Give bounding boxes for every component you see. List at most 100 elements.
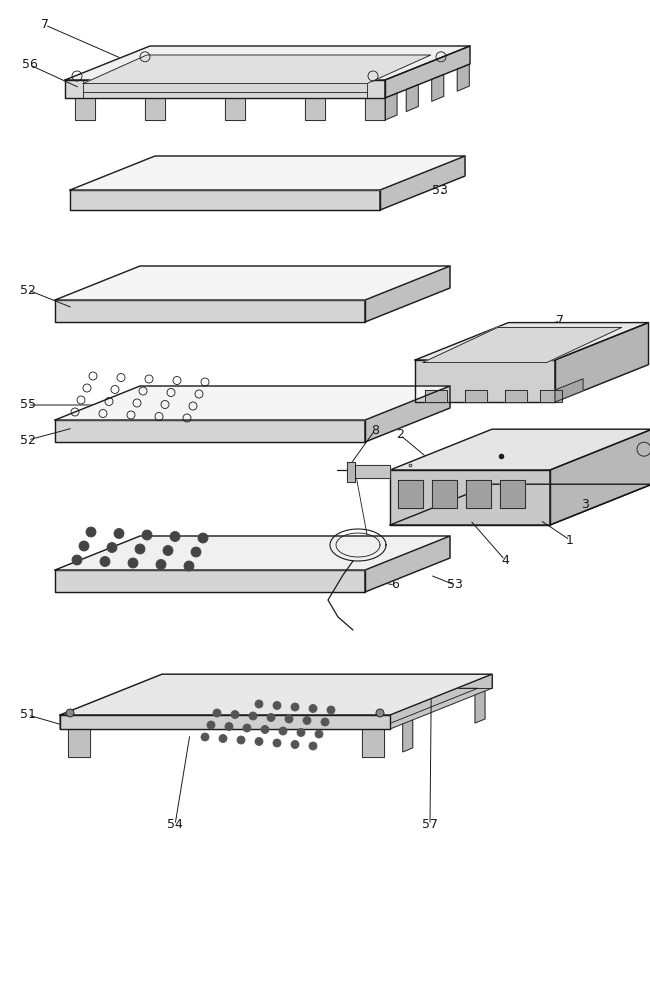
Circle shape bbox=[327, 706, 335, 714]
Circle shape bbox=[315, 730, 323, 738]
Circle shape bbox=[107, 542, 117, 552]
Polygon shape bbox=[75, 98, 95, 120]
Circle shape bbox=[128, 558, 138, 568]
Text: 2: 2 bbox=[396, 428, 404, 442]
Text: 52: 52 bbox=[20, 434, 36, 446]
Polygon shape bbox=[305, 98, 325, 120]
Circle shape bbox=[321, 718, 329, 726]
Polygon shape bbox=[70, 190, 380, 210]
Text: 1: 1 bbox=[566, 534, 574, 546]
Polygon shape bbox=[457, 64, 469, 91]
Polygon shape bbox=[415, 360, 555, 402]
Polygon shape bbox=[83, 55, 431, 84]
Text: 53: 53 bbox=[432, 184, 448, 196]
Circle shape bbox=[291, 703, 299, 711]
Text: 8: 8 bbox=[371, 424, 379, 436]
Polygon shape bbox=[466, 480, 491, 508]
Polygon shape bbox=[365, 386, 450, 442]
Text: 54: 54 bbox=[167, 818, 183, 832]
Circle shape bbox=[273, 702, 281, 710]
Circle shape bbox=[201, 733, 209, 741]
Polygon shape bbox=[555, 379, 583, 402]
Polygon shape bbox=[65, 46, 470, 80]
Circle shape bbox=[219, 734, 227, 742]
Polygon shape bbox=[60, 674, 492, 715]
Polygon shape bbox=[432, 74, 444, 101]
Polygon shape bbox=[380, 156, 465, 210]
Polygon shape bbox=[425, 390, 447, 402]
Circle shape bbox=[267, 714, 275, 722]
Circle shape bbox=[79, 541, 89, 551]
Polygon shape bbox=[55, 266, 450, 300]
Circle shape bbox=[86, 527, 96, 537]
Circle shape bbox=[255, 738, 263, 746]
Circle shape bbox=[225, 722, 233, 730]
Circle shape bbox=[198, 533, 208, 543]
Polygon shape bbox=[365, 266, 450, 322]
Polygon shape bbox=[55, 386, 450, 420]
Polygon shape bbox=[390, 484, 650, 525]
Polygon shape bbox=[432, 480, 457, 508]
Circle shape bbox=[273, 739, 281, 747]
Text: 52: 52 bbox=[20, 284, 36, 296]
Polygon shape bbox=[406, 85, 418, 111]
Polygon shape bbox=[465, 390, 487, 402]
Text: 7: 7 bbox=[41, 18, 49, 31]
Polygon shape bbox=[347, 462, 355, 482]
Circle shape bbox=[114, 528, 124, 538]
Circle shape bbox=[291, 740, 299, 748]
Polygon shape bbox=[385, 93, 397, 120]
Polygon shape bbox=[423, 327, 622, 362]
Text: 55: 55 bbox=[20, 398, 36, 412]
Circle shape bbox=[100, 556, 110, 566]
Circle shape bbox=[142, 530, 152, 540]
Polygon shape bbox=[390, 674, 492, 729]
Circle shape bbox=[261, 726, 269, 734]
Polygon shape bbox=[65, 80, 385, 98]
Polygon shape bbox=[540, 390, 562, 402]
Polygon shape bbox=[55, 570, 365, 592]
Polygon shape bbox=[550, 429, 650, 525]
Circle shape bbox=[184, 561, 194, 571]
Polygon shape bbox=[55, 300, 365, 322]
Circle shape bbox=[243, 724, 251, 732]
Polygon shape bbox=[415, 323, 649, 360]
Circle shape bbox=[231, 710, 239, 718]
Circle shape bbox=[170, 532, 180, 542]
Polygon shape bbox=[390, 429, 650, 470]
Polygon shape bbox=[403, 720, 413, 752]
Text: 3: 3 bbox=[581, 498, 589, 512]
Circle shape bbox=[66, 709, 74, 717]
Text: 57: 57 bbox=[422, 818, 438, 832]
Polygon shape bbox=[500, 480, 525, 508]
Polygon shape bbox=[475, 691, 485, 723]
Text: 4: 4 bbox=[501, 554, 509, 566]
Circle shape bbox=[207, 721, 215, 729]
Circle shape bbox=[255, 700, 263, 708]
Text: 6: 6 bbox=[391, 578, 399, 591]
Polygon shape bbox=[362, 729, 384, 757]
Polygon shape bbox=[70, 156, 465, 190]
Polygon shape bbox=[55, 420, 365, 442]
Text: 53: 53 bbox=[447, 578, 463, 591]
Polygon shape bbox=[55, 536, 450, 570]
Circle shape bbox=[135, 544, 145, 554]
Circle shape bbox=[376, 709, 384, 717]
Circle shape bbox=[309, 704, 317, 712]
Polygon shape bbox=[225, 98, 245, 120]
Polygon shape bbox=[365, 536, 450, 592]
Polygon shape bbox=[60, 715, 390, 729]
Text: 51: 51 bbox=[20, 708, 36, 722]
Polygon shape bbox=[355, 465, 390, 478]
Polygon shape bbox=[145, 98, 165, 120]
Text: 56: 56 bbox=[22, 58, 38, 72]
Polygon shape bbox=[365, 98, 385, 120]
Circle shape bbox=[213, 709, 221, 717]
Polygon shape bbox=[505, 390, 527, 402]
Polygon shape bbox=[162, 674, 492, 688]
Polygon shape bbox=[390, 470, 550, 525]
Circle shape bbox=[249, 712, 257, 720]
Circle shape bbox=[303, 716, 311, 724]
Polygon shape bbox=[398, 480, 423, 508]
Polygon shape bbox=[74, 688, 478, 729]
